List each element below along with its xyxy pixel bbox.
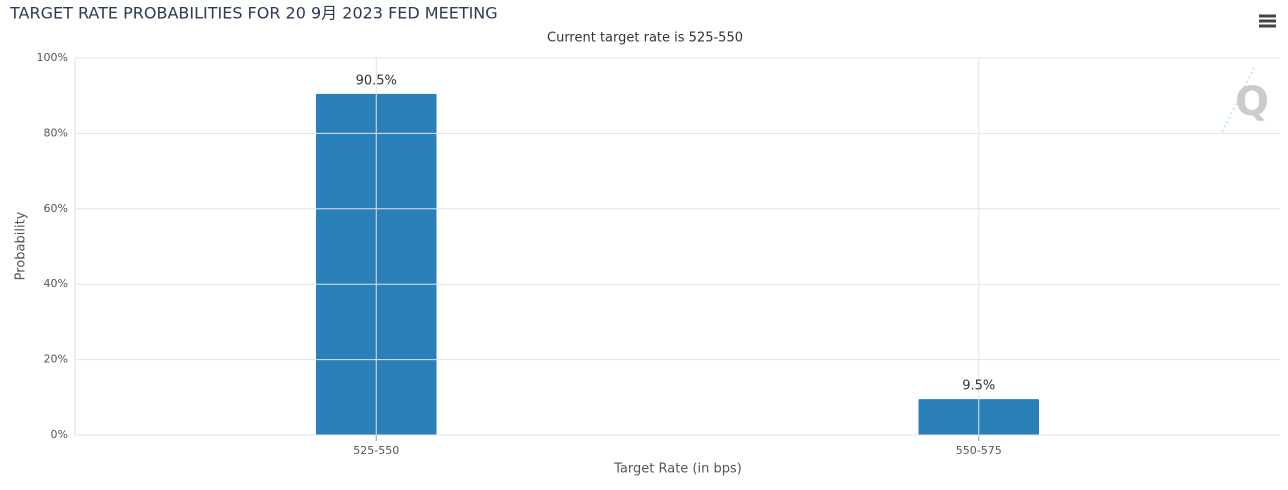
y-tick-label: 100% [37, 51, 68, 64]
y-tick-label: 80% [44, 126, 68, 139]
y-axis-title: Probability [14, 211, 29, 280]
logo-letter: Q [1235, 79, 1269, 125]
menu-button[interactable] [1254, 10, 1280, 32]
x-tick-label: 525-550 [353, 444, 399, 457]
logo-stroke [1221, 67, 1255, 133]
chart-subtitle: Current target rate is 525-550 [547, 31, 743, 46]
y-tick-label: 20% [44, 353, 68, 366]
x-tick-label: 550-575 [956, 444, 1002, 457]
data-label: 9.5% [962, 379, 995, 394]
chart-title: TARGET RATE PROBABILITIES FOR 20 9月 2023… [9, 4, 498, 23]
y-tick-label: 60% [44, 202, 68, 215]
x-axis-title: Target Rate (in bps) [613, 462, 742, 477]
y-tick-label: 0% [51, 428, 68, 441]
data-label: 90.5% [356, 73, 397, 88]
y-tick-label: 40% [44, 277, 68, 290]
watermark-logo: Q [1221, 67, 1269, 133]
